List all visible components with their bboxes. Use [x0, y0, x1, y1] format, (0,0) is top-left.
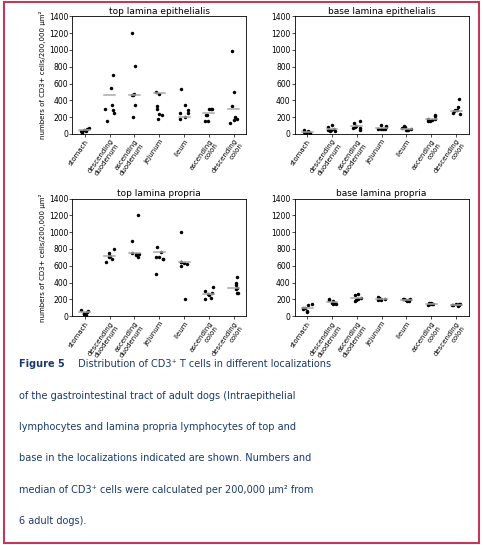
Text: base in the localizations indicated are shown. Numbers and: base in the localizations indicated are … — [19, 453, 312, 463]
Title: top lamina epithelialis: top lamina epithelialis — [109, 7, 210, 16]
Y-axis label: numbers of CD3+ cells/200,000 μm²: numbers of CD3+ cells/200,000 μm² — [39, 193, 46, 322]
Text: Distribution of CD3⁺ T cells in different localizations: Distribution of CD3⁺ T cells in differen… — [75, 360, 331, 370]
Text: median of CD3⁺ cells were calculated per 200,000 μm² from: median of CD3⁺ cells were calculated per… — [19, 485, 313, 494]
Title: top lamina propria: top lamina propria — [117, 189, 201, 198]
Text: 6 adult dogs).: 6 adult dogs). — [19, 516, 86, 526]
Y-axis label: numbers of CD3+ cells/200,000 μm²: numbers of CD3+ cells/200,000 μm² — [39, 11, 46, 140]
Text: Figure 5: Figure 5 — [19, 360, 65, 370]
Title: base lamina propria: base lamina propria — [337, 189, 427, 198]
Title: base lamina epithelialis: base lamina epithelialis — [328, 7, 436, 16]
Text: of the gastrointestinal tract of adult dogs (Intraepithelial: of the gastrointestinal tract of adult d… — [19, 391, 296, 401]
Text: lymphocytes and lamina propria lymphocytes of top and: lymphocytes and lamina propria lymphocyt… — [19, 422, 296, 432]
